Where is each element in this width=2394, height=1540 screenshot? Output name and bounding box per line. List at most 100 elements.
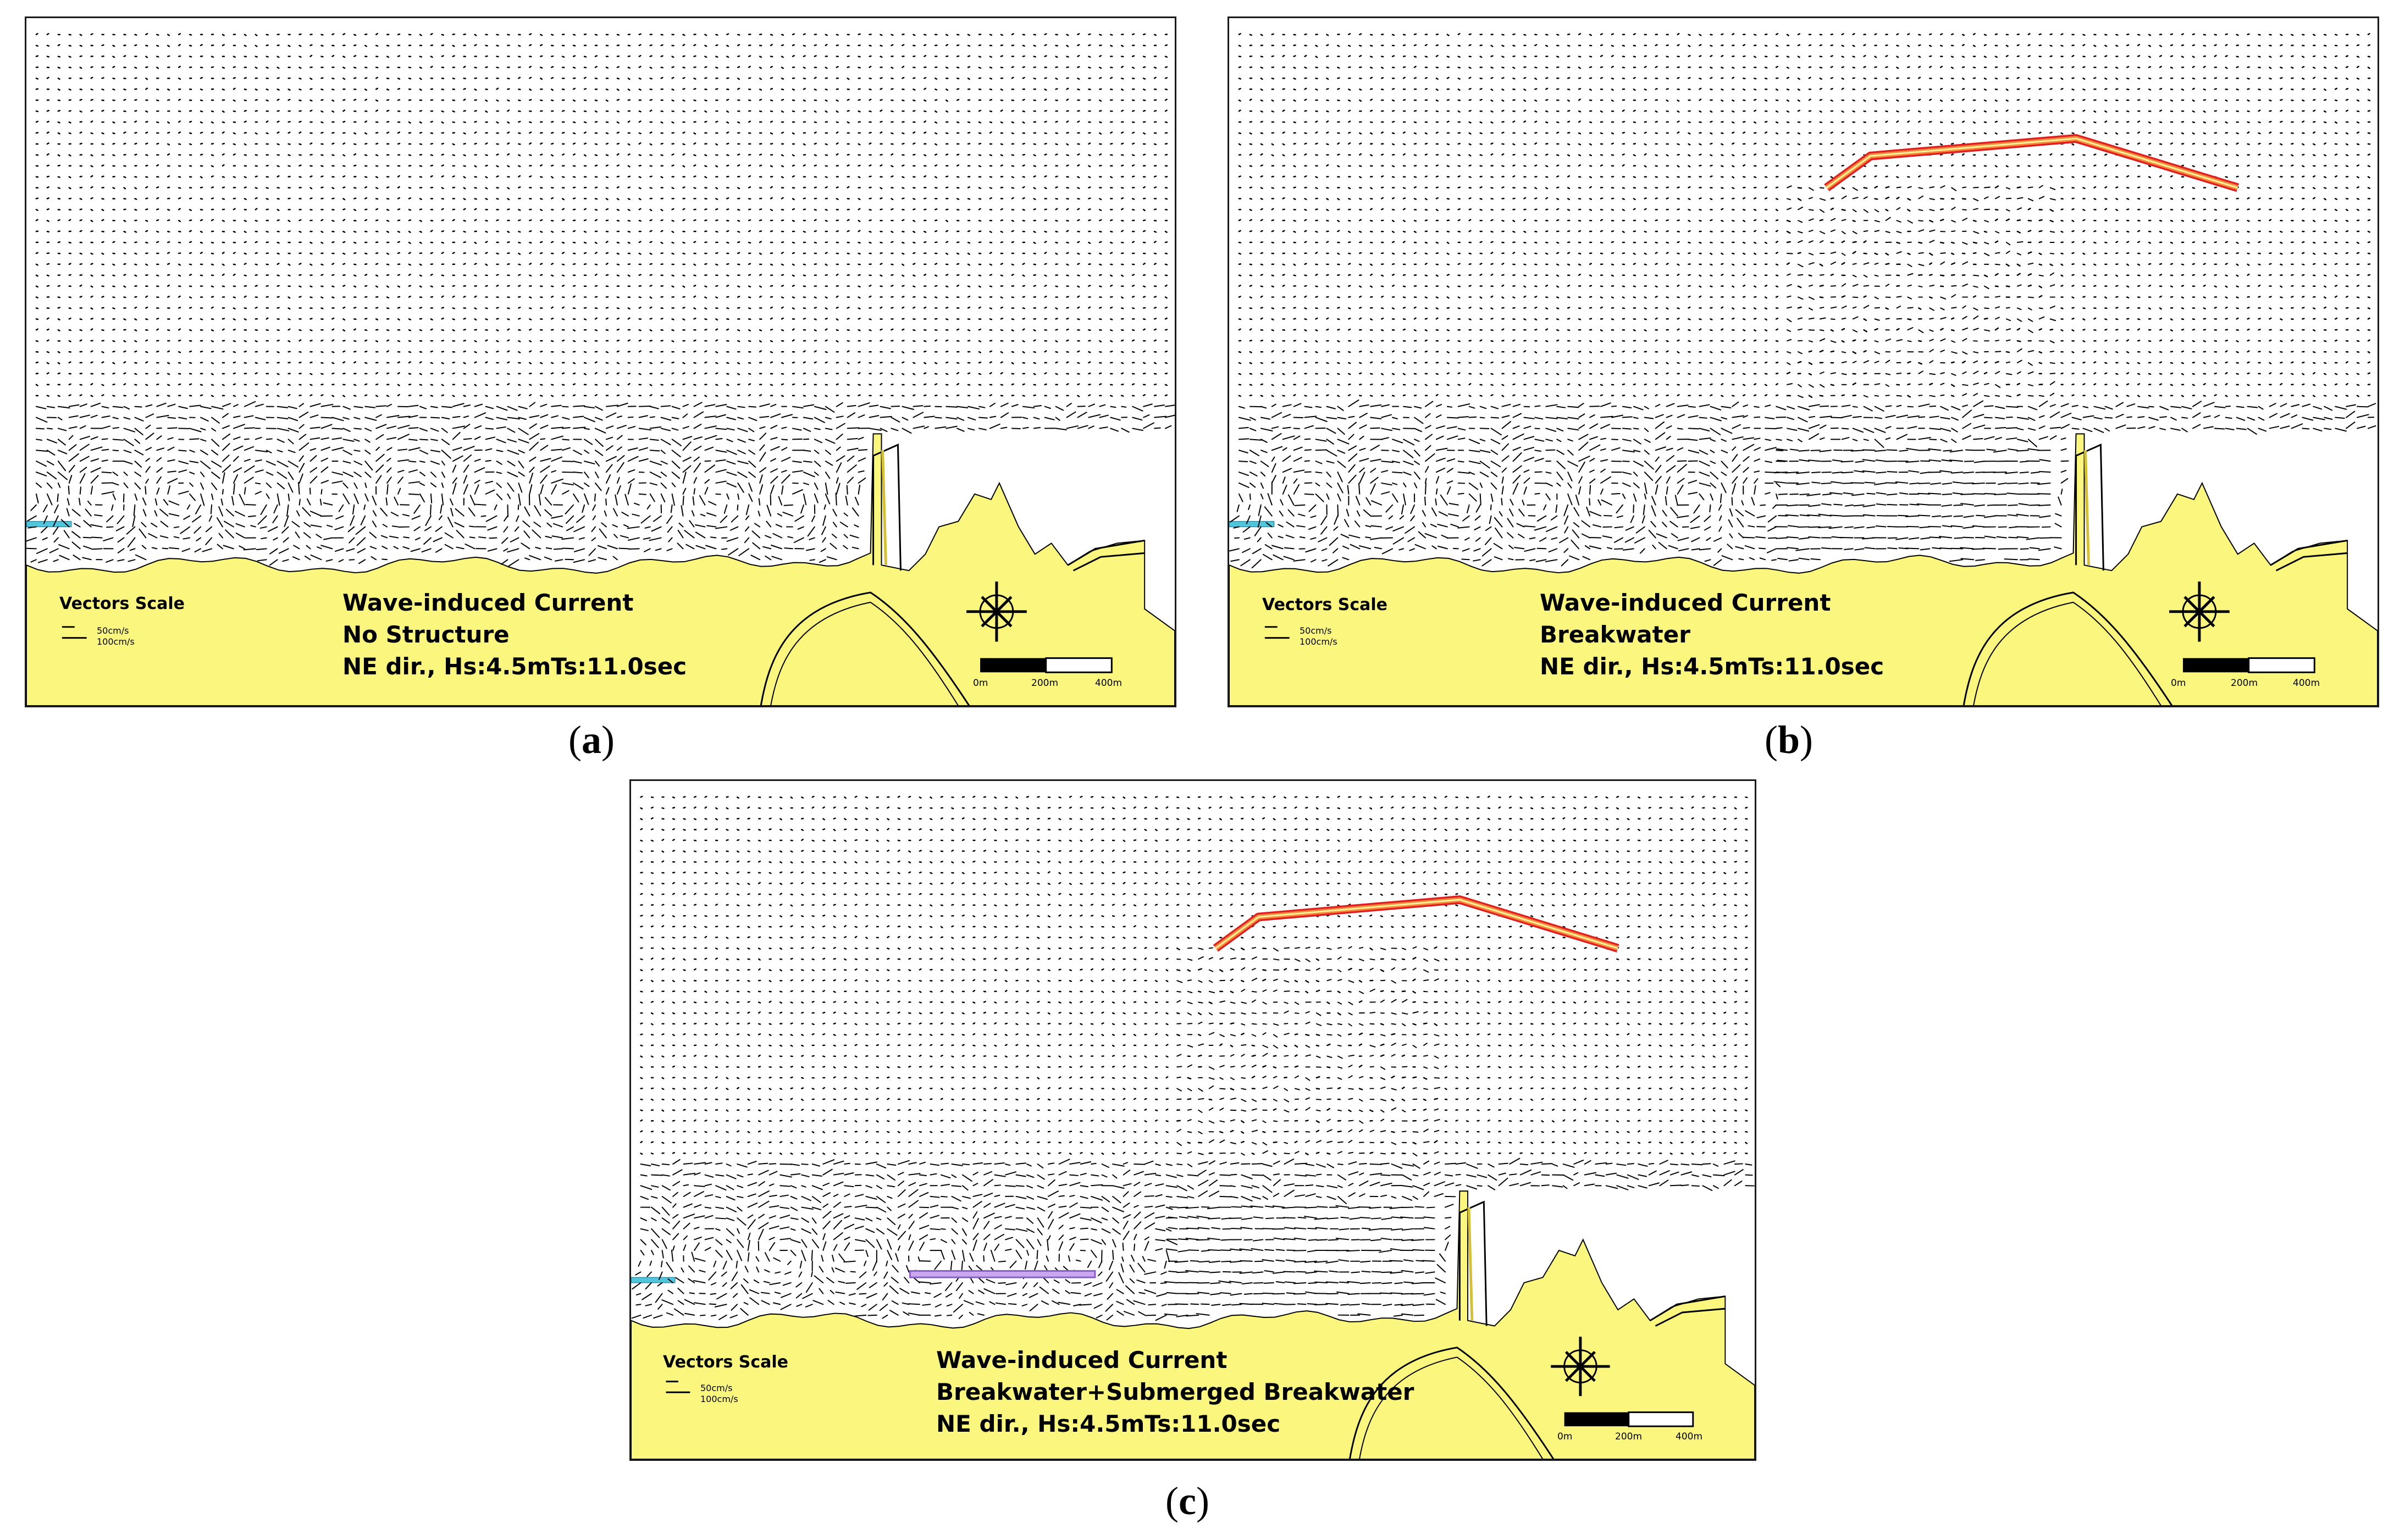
- current-vector-arrow: [233, 329, 236, 331]
- current-vector-arrow: [605, 474, 611, 484]
- current-vector-arrow: [90, 165, 93, 168]
- current-vector-arrow: [682, 383, 685, 386]
- current-vector-arrow: [644, 548, 651, 552]
- current-vector-arrow: [79, 208, 82, 210]
- current-vector-arrow: [441, 406, 453, 408]
- current-vector-arrow: [211, 263, 214, 266]
- current-vector-arrow: [924, 296, 927, 298]
- current-vector-arrow: [239, 545, 245, 550]
- current-vector-arrow: [173, 526, 180, 528]
- current-vector-arrow: [500, 559, 508, 565]
- current-vector-arrow: [1088, 274, 1091, 277]
- current-vector-arrow: [678, 522, 684, 528]
- current-vector-arrow: [693, 423, 702, 429]
- current-vector-arrow: [123, 439, 134, 446]
- current-vector-arrow: [200, 274, 203, 276]
- current-vector-arrow: [134, 493, 138, 501]
- current-vector-arrow: [989, 402, 996, 407]
- current-vector-arrow: [529, 484, 533, 495]
- current-vector-arrow: [771, 556, 783, 561]
- current-vector-arrow: [704, 361, 707, 364]
- current-vector-arrow: [474, 88, 477, 91]
- current-vector-arrow: [1000, 55, 1003, 57]
- current-vector-arrow: [68, 361, 71, 364]
- current-vector-arrow: [189, 461, 199, 463]
- current-vector-arrow: [693, 488, 696, 495]
- current-vector-arrow: [364, 482, 367, 488]
- current-vector-arrow: [101, 252, 104, 255]
- current-vector-arrow: [156, 67, 159, 69]
- current-vector-arrow: [1055, 361, 1058, 364]
- current-vector-arrow: [1033, 405, 1042, 407]
- current-vector-arrow: [145, 361, 148, 364]
- current-vector-arrow: [156, 328, 159, 331]
- current-vector-arrow: [134, 482, 141, 490]
- current-vector-arrow: [989, 416, 997, 418]
- current-vector-arrow: [68, 110, 71, 112]
- current-vector-arrow: [765, 555, 772, 561]
- current-vector-arrow: [1110, 131, 1113, 134]
- current-vector-arrow: [978, 328, 981, 331]
- current-vector-arrow: [277, 44, 280, 47]
- current-vector-arrow: [880, 416, 892, 418]
- current-vector-arrow: [935, 263, 938, 265]
- current-vector-arrow: [1022, 328, 1025, 331]
- current-vector-arrow: [112, 493, 116, 501]
- current-vector-arrow: [847, 110, 850, 112]
- current-vector-arrow: [1260, 34, 1263, 36]
- current-vector-arrow: [200, 362, 203, 364]
- current-vector-arrow: [223, 545, 234, 550]
- current-vector-arrow: [195, 504, 202, 514]
- current-vector-arrow: [1165, 425, 1172, 429]
- current-vector-arrow: [474, 318, 477, 321]
- current-vector-arrow: [748, 208, 751, 210]
- current-vector-arrow: [101, 88, 104, 91]
- current-vector-arrow: [463, 424, 471, 429]
- current-vector-arrow: [233, 263, 236, 265]
- current-vector-arrow: [523, 530, 530, 539]
- current-vector-arrow: [178, 43, 181, 47]
- current-vector-arrow: [633, 502, 640, 506]
- current-vector-arrow: [309, 88, 313, 90]
- current-vector-arrow: [1164, 350, 1168, 353]
- current-vector-arrow: [616, 329, 620, 331]
- current-vector-arrow: [514, 526, 519, 532]
- current-vector-arrow: [1154, 416, 1167, 418]
- current-vector-arrow: [803, 274, 806, 276]
- current-vector-arrow: [79, 121, 82, 123]
- current-vector-arrow: [273, 504, 278, 514]
- current-vector-arrow: [616, 164, 620, 167]
- current-vector-arrow: [57, 482, 61, 488]
- current-vector-arrow: [408, 230, 411, 233]
- current-vector-arrow: [309, 296, 313, 298]
- current-vector-arrow: [781, 131, 784, 134]
- current-vector-arrow: [1077, 425, 1088, 429]
- current-vector-arrow: [112, 350, 115, 353]
- current-vector-arrow: [1033, 230, 1036, 233]
- current-vector-arrow: [156, 274, 159, 276]
- current-vector-arrow: [573, 559, 585, 563]
- current-vector-arrow: [1099, 230, 1102, 232]
- current-vector-arrow: [277, 406, 289, 408]
- current-vector-arrow: [463, 110, 466, 112]
- current-vector-arrow: [781, 165, 784, 168]
- current-vector-arrow: [277, 428, 290, 431]
- title-line-2: No Structure: [342, 621, 510, 648]
- current-vector-arrow: [353, 328, 357, 331]
- current-vector-arrow: [671, 274, 674, 277]
- current-vector-arrow: [682, 372, 685, 375]
- current-vector-arrow: [364, 461, 373, 471]
- current-vector-arrow: [1165, 414, 1175, 418]
- current-vector-arrow: [759, 164, 762, 167]
- current-vector-arrow: [397, 77, 401, 80]
- current-vector-arrow: [594, 154, 598, 157]
- current-vector-arrow: [770, 77, 773, 79]
- current-vector-arrow: [507, 472, 518, 478]
- current-vector-arrow: [945, 339, 949, 342]
- current-vector-arrow: [1077, 208, 1080, 210]
- current-vector-arrow: [1110, 284, 1113, 287]
- current-vector-arrow: [748, 417, 758, 422]
- current-vector-arrow: [1077, 120, 1080, 123]
- current-vector-arrow: [419, 208, 423, 210]
- current-vector-arrow: [825, 43, 828, 47]
